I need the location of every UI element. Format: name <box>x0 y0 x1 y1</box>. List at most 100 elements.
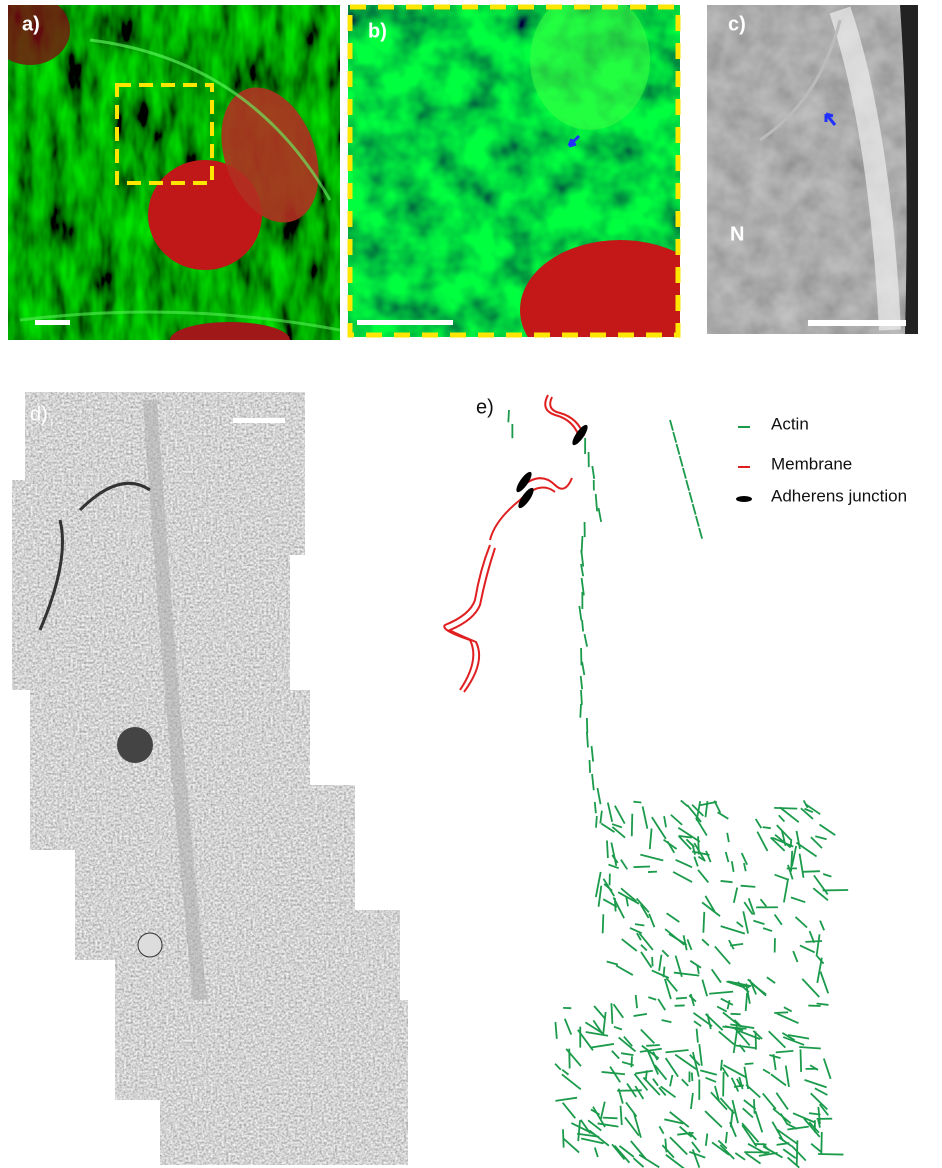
actin-filament <box>797 1140 798 1166</box>
actin-filament <box>632 814 633 837</box>
actin-filament <box>612 1051 619 1059</box>
actin-filament <box>761 899 767 906</box>
legend-label: Actin <box>771 414 809 433</box>
actin-filament <box>734 1027 738 1053</box>
actin-filament <box>662 1020 672 1022</box>
actin-filament <box>643 806 648 828</box>
actin-filament <box>633 1158 643 1167</box>
actin-filament <box>653 1079 658 1086</box>
actin-filament <box>811 837 822 848</box>
actin-filament <box>641 945 647 951</box>
actin-filament <box>800 945 815 952</box>
panel-e <box>444 395 848 1168</box>
actin-filament <box>565 1019 571 1035</box>
actin-filament <box>592 774 594 790</box>
actin-filament <box>637 898 649 912</box>
actin-filament <box>587 732 588 747</box>
actin-filament <box>633 867 650 868</box>
actin-filament <box>603 1118 618 1119</box>
actin-filament <box>676 860 692 867</box>
actin-filament <box>742 1123 758 1142</box>
actin-filament <box>726 852 729 862</box>
actin-filament <box>600 811 602 824</box>
actin-filament <box>696 818 707 836</box>
actin-filament <box>804 1080 826 1087</box>
actin-filament <box>763 928 772 931</box>
actin-filament <box>717 1006 727 1011</box>
actin-filament <box>803 871 820 872</box>
actin-filament <box>775 875 789 880</box>
actin-filament <box>667 913 680 922</box>
actin-filament <box>721 1060 722 1071</box>
actin-filament <box>699 1044 702 1066</box>
actin-filament <box>795 917 807 928</box>
panel-d <box>0 390 420 1168</box>
actin-filament <box>621 1053 633 1055</box>
actin-filament <box>741 886 756 887</box>
legend-label: Adherens junction <box>771 486 907 505</box>
actin-filament <box>659 955 661 971</box>
actin-filament <box>608 865 618 869</box>
actin-filament <box>700 1070 716 1074</box>
actin-filament <box>732 861 734 872</box>
actin-filament <box>594 1006 605 1018</box>
actin-filament <box>791 839 792 847</box>
panel-label: b) <box>368 20 387 42</box>
actin-filament <box>691 1093 693 1109</box>
actin-filament <box>746 1153 761 1164</box>
actin-filament <box>793 951 797 962</box>
actin-filament <box>592 466 594 479</box>
actin-filament <box>712 969 721 982</box>
actin-filament <box>595 1148 598 1157</box>
actin-filament <box>614 1027 622 1030</box>
actin-filament <box>756 819 762 828</box>
actin-filament <box>698 870 708 883</box>
actin-filament <box>767 977 775 983</box>
actin-filament <box>595 802 596 813</box>
actin-filament <box>652 817 666 839</box>
actin-filament <box>693 1149 700 1167</box>
actin-filament <box>683 468 686 479</box>
actin-filament <box>590 1044 614 1048</box>
actin-filament <box>793 1113 815 1122</box>
actin-filament <box>648 997 656 1000</box>
actin-filament <box>817 1004 829 1005</box>
actin-filament <box>769 1055 780 1058</box>
actin-filament <box>686 480 689 491</box>
actin-filament <box>746 993 747 1011</box>
actin-filament <box>586 1032 608 1036</box>
actin-filament <box>598 1123 619 1126</box>
actin-filament <box>776 1051 794 1052</box>
actin-filament <box>818 1154 843 1155</box>
scale-bar <box>233 418 285 423</box>
actin-filament <box>755 1111 762 1132</box>
actin-filament <box>581 690 582 705</box>
actin-filament <box>652 970 669 978</box>
actin-filament <box>699 528 702 539</box>
actin-filament <box>670 1075 672 1086</box>
actin-filament <box>636 995 637 1008</box>
actin-filament <box>607 841 608 858</box>
actin-filament <box>783 1149 796 1158</box>
actin-filament <box>709 992 733 994</box>
actin-filament <box>692 1073 693 1081</box>
actin-filament <box>666 1050 689 1052</box>
actin-filament <box>630 928 642 933</box>
actin-filament <box>791 851 792 872</box>
actin-filament <box>635 1071 653 1074</box>
actin-filament <box>737 922 743 927</box>
actin-filament <box>611 843 616 866</box>
actin-filament <box>776 1093 788 1110</box>
actin-filament <box>718 812 729 819</box>
actin-filament <box>702 939 709 945</box>
actin-filament <box>772 1122 783 1141</box>
actin-filament <box>634 1014 647 1016</box>
actin-filament <box>662 950 668 956</box>
actin-filament <box>697 1029 698 1043</box>
actin-filament <box>563 1103 576 1119</box>
actin-filament <box>791 897 805 902</box>
actin-filament <box>584 634 587 647</box>
actin-filament <box>689 1152 705 1158</box>
actin-filament <box>763 1069 770 1073</box>
actin-filament <box>582 662 584 675</box>
